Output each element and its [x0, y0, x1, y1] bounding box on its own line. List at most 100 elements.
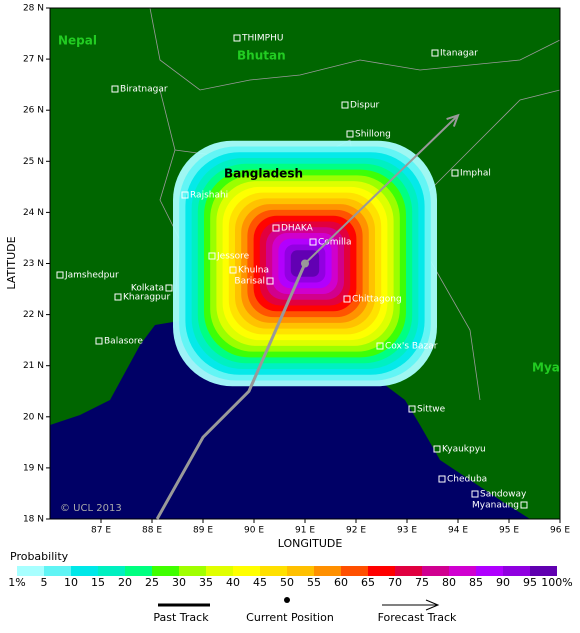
legend-label: 10 [64, 576, 78, 589]
legend-label: 85 [469, 576, 483, 589]
place-label: Kharagpur [123, 293, 170, 303]
legend-label: 75 [415, 576, 429, 589]
x-tick-label: 89 E [193, 526, 213, 536]
place-marker [471, 490, 479, 498]
legend-title: Probability [10, 550, 69, 563]
place-marker [114, 293, 122, 301]
legend-label: 40 [226, 576, 240, 589]
legend-swatch [503, 566, 530, 576]
legend-swatch [314, 566, 341, 576]
legend-label: 30 [172, 576, 186, 589]
legend-label: 35 [199, 576, 213, 589]
place-label: Itanagar [440, 49, 478, 59]
place-label: Dispur [350, 101, 380, 111]
country-label: Mya [532, 361, 560, 375]
place-marker [343, 295, 351, 303]
legend-past-track-label: Past Track [153, 611, 209, 624]
forecast-arrowhead [446, 113, 460, 127]
place-marker [408, 405, 416, 413]
x-tick-label: 96 E [550, 526, 570, 536]
place-label: Sittwe [417, 405, 446, 415]
legend-swatch [368, 566, 395, 576]
y-tick-label: 28 N [23, 4, 44, 14]
x-tick-label: 90 E [244, 526, 264, 536]
legend-swatch [17, 566, 44, 576]
place-label: Comilla [318, 238, 352, 248]
place-label: DHAKA [281, 224, 314, 234]
place-marker [95, 337, 103, 345]
x-tick-label: 92 E [346, 526, 366, 536]
y-tick-label: 25 N [23, 157, 44, 167]
place-label: Imphal [460, 169, 491, 179]
legend-label: 45 [253, 576, 267, 589]
y-tick-label: 19 N [23, 463, 44, 473]
legend-swatch [44, 566, 71, 576]
place-marker [438, 475, 446, 483]
place-marker [341, 101, 349, 109]
y-axis-label: LATITUDE [5, 236, 18, 289]
place-marker [376, 342, 384, 350]
x-axis-label: LONGITUDE [278, 537, 343, 550]
place-marker [111, 85, 119, 93]
legend-label: 95 [523, 576, 537, 589]
legend-swatch [422, 566, 449, 576]
legend-swatch [530, 566, 557, 576]
place-marker [56, 271, 64, 279]
country-label: Bangladesh [224, 167, 303, 181]
forecast-track [304, 114, 459, 265]
place-marker [165, 284, 173, 292]
y-tick-label: 18 N [23, 515, 44, 525]
y-tick-label: 26 N [23, 106, 44, 116]
place-marker [233, 34, 241, 42]
place-label: Jessore [216, 252, 250, 262]
x-tick-label: 91 E [295, 526, 315, 536]
place-marker [229, 266, 237, 274]
place-marker [520, 501, 528, 509]
legend-forecast-track-label: Forecast Track [378, 611, 457, 624]
legend-swatch [449, 566, 476, 576]
legend-label: 65 [361, 576, 375, 589]
place-marker [266, 277, 274, 285]
x-tick-label: 88 E [142, 526, 162, 536]
legend-label: 80 [442, 576, 456, 589]
place-label: THIMPHU [241, 34, 283, 44]
copyright: © UCL 2013 [60, 503, 122, 514]
legend-swatch [125, 566, 152, 576]
legend-label: 55 [307, 576, 321, 589]
place-marker [272, 224, 280, 232]
legend-current-position-label: Current Position [246, 611, 334, 624]
place-label: Cheduba [447, 475, 487, 485]
legend-swatch [287, 566, 314, 576]
place-label: Jamshedpur [64, 271, 119, 281]
place-label: Kyaukpyu [442, 445, 486, 455]
legend-label: 100% [541, 576, 572, 589]
legend-swatch [233, 566, 260, 576]
legend-swatch [260, 566, 287, 576]
x-tick-label: 95 E [499, 526, 519, 536]
place-marker [208, 252, 216, 260]
place-label: Sandoway [480, 490, 527, 500]
place-label: Balasore [104, 337, 143, 347]
x-tick-label: 87 E [91, 526, 111, 536]
place-label: Shillong [355, 130, 391, 140]
place-marker [433, 445, 441, 453]
country-label: Nepal [58, 34, 97, 48]
place-label: Khulna [238, 266, 269, 276]
legend-swatch [98, 566, 125, 576]
legend-current-position [284, 597, 290, 603]
legend-label: 20 [118, 576, 132, 589]
place-marker [451, 169, 459, 177]
legend-swatch [395, 566, 422, 576]
legend-swatch [206, 566, 233, 576]
country-label: Bhutan [237, 49, 286, 63]
legend-label: 60 [334, 576, 348, 589]
legend-swatch [341, 566, 368, 576]
past-track [155, 262, 307, 520]
place-marker [431, 49, 439, 57]
legend-label: 50 [280, 576, 294, 589]
y-tick-label: 22 N [23, 310, 44, 320]
place-marker [181, 191, 189, 199]
current-position [301, 259, 309, 268]
place-label: Myanaung [472, 501, 519, 511]
